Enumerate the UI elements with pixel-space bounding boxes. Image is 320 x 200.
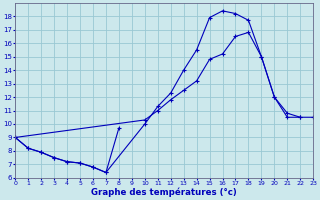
X-axis label: Graphe des températures (°c): Graphe des températures (°c) bbox=[92, 188, 237, 197]
